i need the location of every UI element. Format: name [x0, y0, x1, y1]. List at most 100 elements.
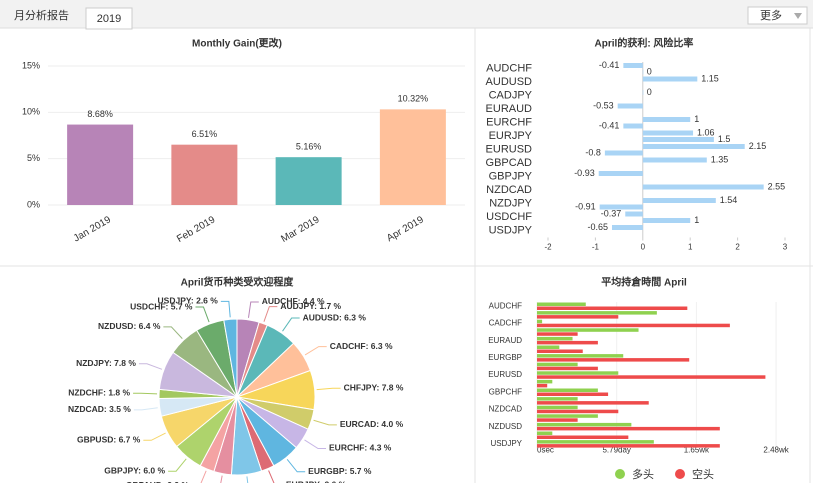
- data-label: AUDJPY: 1.7 %: [280, 301, 341, 311]
- bar: [537, 366, 598, 371]
- y-tick-label: EURJPY: [489, 130, 533, 142]
- bar: [537, 323, 730, 328]
- leader-line: [316, 387, 341, 391]
- data-label: -0.41: [599, 120, 620, 130]
- bar: [642, 69, 644, 75]
- bar: [537, 362, 578, 367]
- bar: [537, 426, 720, 431]
- bar: [537, 401, 649, 405]
- bar: [537, 418, 578, 422]
- data-label: GBPAUD: 2.9 %: [126, 480, 190, 483]
- data-label: -0.37: [601, 208, 622, 218]
- bar: [537, 306, 688, 310]
- bar: [537, 319, 543, 324]
- bar: [537, 371, 619, 375]
- data-label: NZDCHF: 1.8 %: [68, 387, 130, 397]
- data-label: NZDUSD: 6.4 %: [98, 321, 161, 331]
- bar: [537, 431, 553, 435]
- bar: [623, 63, 643, 68]
- bar: [537, 328, 639, 332]
- bar: [642, 198, 716, 203]
- y-tick-label: AUDUSD: [486, 76, 533, 88]
- tab[interactable]: 月分析报告: [14, 8, 69, 22]
- leader-line: [220, 475, 223, 483]
- leader-line: [133, 392, 158, 395]
- bar: [67, 124, 134, 205]
- y-tick-label: GBPCAD: [486, 157, 533, 169]
- bar: [642, 117, 691, 122]
- bar: [537, 409, 619, 414]
- bar: [623, 123, 643, 129]
- leader-line: [163, 326, 183, 339]
- y-tick-label: 0%: [27, 199, 40, 209]
- data-label: CHFJPY: 7.8 %: [344, 382, 404, 392]
- bar: [379, 109, 446, 205]
- bar: [642, 130, 694, 136]
- leader-line: [247, 301, 259, 318]
- y-tick-label: GBPJPY: [489, 171, 533, 183]
- bar: [537, 379, 553, 384]
- tab[interactable]: 2019: [97, 13, 121, 25]
- data-label: CADCHF: 6.3 %: [330, 341, 393, 351]
- data-label: 1.06: [697, 127, 715, 137]
- bar: [537, 354, 624, 358]
- leader-line: [195, 306, 210, 323]
- data-label: 1.15: [701, 73, 719, 83]
- y-tick-label: USDJPY: [490, 439, 522, 448]
- bar: [537, 444, 720, 448]
- y-tick-label: EURGBP: [488, 353, 522, 362]
- bar: [642, 184, 764, 190]
- x-tick-label: -1: [592, 243, 600, 252]
- bar: [537, 358, 690, 362]
- data-label: USDJPY: 2.6 %: [158, 296, 219, 306]
- x-tick-label: -2: [544, 243, 552, 252]
- y-tick-label: NZDJPY: [489, 198, 532, 210]
- tab-box[interactable]: [85, 7, 133, 30]
- leader-line: [168, 458, 187, 472]
- data-label: 5.16%: [296, 142, 322, 152]
- leader-line: [246, 476, 249, 483]
- menu-arrow: [794, 13, 802, 19]
- bar: [642, 144, 745, 149]
- x-tick-label: Feb 2019: [175, 214, 217, 245]
- menu-label[interactable]: 更多: [760, 8, 782, 22]
- bar: [537, 405, 578, 410]
- x-tick-label: 2.48wk: [763, 445, 789, 454]
- bar: [537, 375, 766, 379]
- data-label: 10.32%: [398, 94, 429, 104]
- leader-line: [133, 407, 158, 411]
- bar: [537, 315, 619, 319]
- data-label: -0.8: [585, 147, 601, 157]
- leader-line: [304, 439, 327, 449]
- leader-line: [263, 306, 278, 322]
- bar: [537, 388, 598, 392]
- leader-line: [200, 470, 207, 483]
- x-tick-label: 0sec: [537, 445, 554, 454]
- bar: [537, 349, 583, 353]
- data-label: EURJPY: 2.6 %: [286, 479, 347, 483]
- bar: [537, 302, 586, 306]
- pie-slice: [223, 318, 238, 398]
- y-tick-label: USDJPY: [489, 225, 533, 237]
- bar: [642, 157, 707, 163]
- data-label: 1.54: [720, 195, 738, 205]
- y-tick-label: EURUSD: [486, 144, 533, 156]
- x-tick-label: 1: [688, 243, 693, 252]
- x-tick-label: 2: [735, 243, 740, 252]
- leader-line: [138, 363, 163, 370]
- data-label: 8.68%: [87, 109, 113, 119]
- bar: [537, 414, 598, 418]
- bar: [537, 392, 609, 396]
- y-tick-label: EURUSD: [488, 370, 522, 379]
- data-label: NZDCAD: 3.5 %: [68, 404, 131, 414]
- x-tick-label: 0: [641, 243, 646, 252]
- data-label: USDCHF: 5.7 %: [130, 301, 193, 311]
- menu-button[interactable]: [747, 6, 808, 25]
- data-label: AUDUSD: 6.3 %: [303, 312, 367, 322]
- data-label: EURCAD: 4.0 %: [340, 419, 404, 429]
- y-tick-label: EURAUD: [488, 336, 522, 345]
- y-tick-label: 5%: [27, 153, 40, 163]
- y-tick-label: EURCHF: [486, 117, 532, 129]
- data-label: 6.51%: [192, 129, 218, 139]
